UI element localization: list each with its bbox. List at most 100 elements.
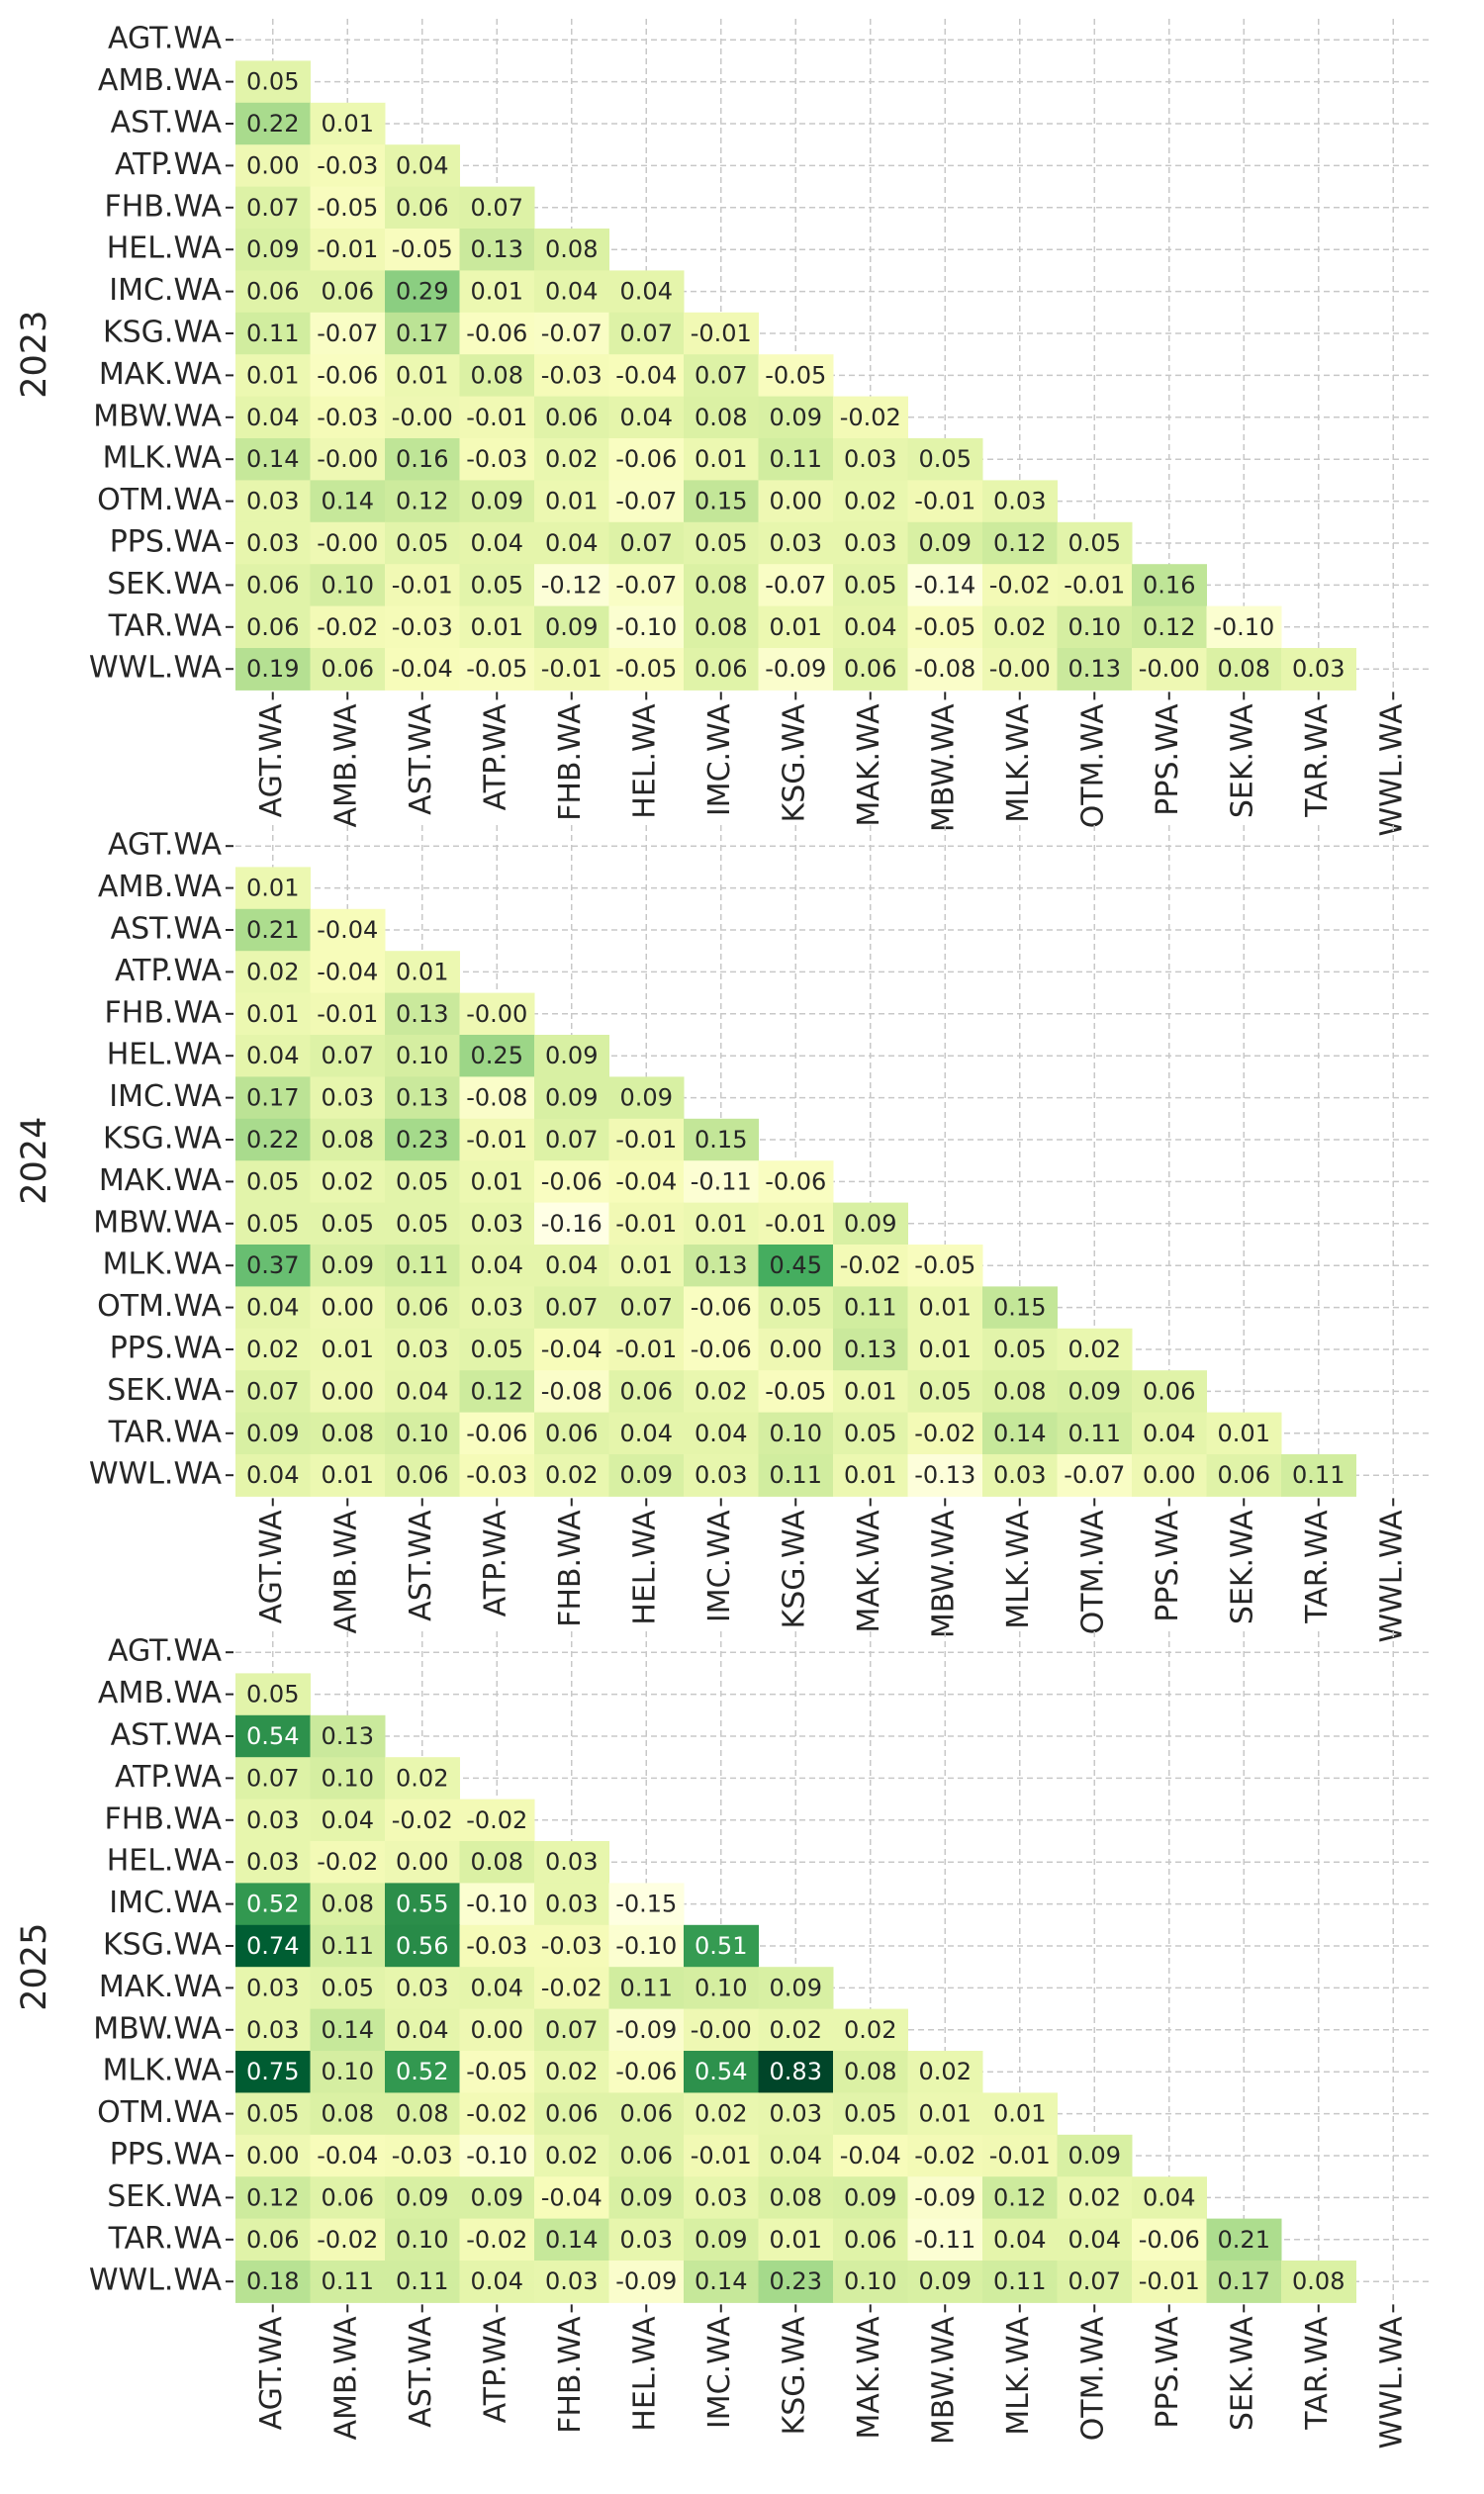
x-tick-label: AST.WA — [404, 2316, 438, 2428]
heatmap-cell — [459, 1370, 535, 1414]
heatmap-cell — [310, 1924, 386, 1968]
heatmap-cell — [907, 2261, 983, 2303]
x-tick-label: OTM.WA — [1076, 703, 1111, 828]
heatmap-cell — [385, 1412, 460, 1455]
cell-label: 0.01 — [322, 1336, 374, 1363]
y-tick-label: AGT.WA — [108, 1634, 222, 1669]
cell-label: 0.14 — [993, 1420, 1046, 1447]
cell-label: 0.09 — [620, 1461, 673, 1489]
heatmap-cell — [907, 1245, 983, 1287]
heatmap-cell — [608, 2134, 685, 2177]
heatmap-cell — [1057, 1412, 1133, 1455]
heatmap-cell — [235, 1370, 311, 1414]
heatmap-cell — [982, 564, 1058, 607]
heatmap-cell — [385, 1328, 460, 1371]
cell-label: -0.02 — [317, 613, 378, 641]
heatmap-cell — [907, 1370, 983, 1414]
y-tick-label: AMB.WA — [98, 870, 223, 904]
cell-label: -0.02 — [392, 1806, 453, 1834]
cell-label: -0.01 — [615, 1336, 677, 1363]
x-tick-label: ATP.WA — [479, 1510, 513, 1616]
heatmap-cell — [833, 396, 908, 439]
cell-label: 0.25 — [471, 1042, 523, 1069]
cell-label: 0.01 — [396, 958, 448, 985]
cell-label: 0.00 — [246, 151, 299, 179]
heatmap-cell — [1206, 1454, 1282, 1497]
heatmap-cell — [1206, 1412, 1282, 1455]
heatmap-cell — [608, 564, 685, 607]
cell-label: 0.07 — [545, 1294, 598, 1322]
heatmap-cell — [608, 1412, 685, 1455]
cell-label: -0.07 — [615, 571, 677, 599]
heatmap-cell — [833, 521, 908, 565]
heatmap-cell — [534, 2218, 609, 2262]
heatmap-cell — [608, 354, 685, 398]
cell-label: 0.23 — [770, 2267, 822, 2295]
cell-label: 0.03 — [246, 2016, 299, 2044]
y-tick-label: SEK.WA — [107, 2179, 222, 2214]
cell-label: -0.06 — [765, 1167, 826, 1195]
cell-label: -0.03 — [392, 2142, 453, 2170]
heatmap-cell — [907, 2218, 983, 2262]
x-tick-label: TAR.WA — [1300, 703, 1335, 818]
heatmap-cell — [833, 2261, 908, 2303]
x-tick-label: PPS.WA — [1151, 2316, 1185, 2429]
cell-label: 0.01 — [471, 1167, 523, 1195]
heatmap-cell — [1281, 2261, 1356, 2303]
heatmap-cell — [385, 2218, 460, 2262]
heatmap-cell — [310, 992, 386, 1036]
y-axis-label: 2023 — [15, 311, 54, 399]
heatmap-cell — [758, 564, 834, 607]
heatmap-cell — [1057, 2218, 1133, 2262]
cell-label: 0.05 — [246, 2100, 299, 2128]
heatmap-cell — [758, 1286, 834, 1330]
cell-label: 0.06 — [396, 194, 448, 222]
cell-label: 0.18 — [246, 2267, 299, 2295]
cell-label: 0.02 — [246, 1336, 299, 1363]
cell-label: -0.04 — [317, 916, 378, 944]
heatmap-cell — [235, 396, 311, 439]
heatmap-cell — [833, 564, 908, 607]
x-tick-label: FHB.WA — [553, 703, 588, 821]
cell-label: 0.05 — [844, 2100, 896, 2128]
cell-label: 0.06 — [1143, 1377, 1195, 1405]
heatmap-cell — [758, 1370, 834, 1414]
heatmap-cell — [534, 1412, 609, 1455]
heatmap-cell — [385, 1454, 460, 1497]
heatmap-cell — [534, 270, 609, 314]
cell-label: -0.06 — [466, 320, 527, 347]
cell-label: 0.02 — [1068, 2183, 1121, 2211]
cell-label: 0.07 — [1068, 2267, 1121, 2295]
heatmap-cell — [534, 2051, 609, 2093]
cell-label: -0.06 — [466, 1420, 527, 1447]
y-tick-label: IMC.WA — [109, 273, 222, 308]
cell-label: -0.08 — [541, 1377, 603, 1405]
cell-label: 0.07 — [246, 1764, 299, 1792]
heatmap-cell — [684, 564, 759, 607]
x-tick-label: ATP.WA — [479, 703, 513, 810]
heatmap-cell — [1132, 1412, 1207, 1455]
heatmap-cell — [235, 1454, 311, 1497]
cell-label: 0.04 — [545, 1251, 598, 1279]
heatmap-cell — [385, 1370, 460, 1414]
cell-label: -0.01 — [615, 1210, 677, 1238]
cell-label: 0.08 — [1218, 655, 1270, 683]
heatmap-cell — [385, 2134, 460, 2177]
cell-label: 0.02 — [919, 2058, 972, 2085]
heatmap-cell — [459, 270, 535, 314]
heatmap-cell — [758, 438, 834, 481]
cell-label: 0.04 — [993, 2226, 1046, 2254]
heatmap-cell — [833, 2218, 908, 2262]
heatmap-cell — [907, 1328, 983, 1371]
cell-label: 0.09 — [471, 488, 523, 515]
cell-label: 0.16 — [1143, 571, 1195, 599]
heatmap-cell — [758, 1967, 834, 2010]
cell-label: -0.05 — [466, 655, 527, 683]
heatmap-cell — [608, 480, 685, 523]
heatmap-cell — [235, 1160, 311, 1204]
cell-label: 0.04 — [471, 1251, 523, 1279]
x-tick-label: KSG.WA — [778, 2316, 812, 2436]
heatmap-cell — [459, 1118, 535, 1161]
heatmap-cell — [459, 1841, 535, 1884]
cell-label: 0.02 — [545, 445, 598, 473]
